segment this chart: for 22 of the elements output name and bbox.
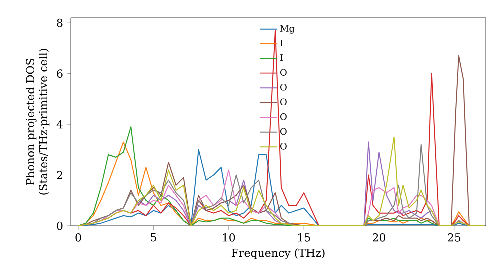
legend-label: O bbox=[280, 69, 287, 76]
x-tick-label: 20 bbox=[373, 234, 386, 242]
x-tick-label: 5 bbox=[151, 234, 156, 242]
legend-label: Mg bbox=[280, 25, 295, 34]
y-tick-label: 4 bbox=[56, 120, 63, 129]
y-tick-label: 2 bbox=[57, 171, 62, 180]
y-tick-label: 6 bbox=[57, 70, 63, 78]
y-tick-label: 8 bbox=[57, 18, 63, 28]
legend-label: I bbox=[280, 40, 284, 47]
y-axis-title: Phonon projected DOS (States/THz·primitive cell) bbox=[26, 49, 50, 195]
legend-label: O bbox=[280, 128, 287, 136]
legend-label: O bbox=[280, 84, 287, 91]
x-tick-label: 10 bbox=[223, 234, 236, 242]
y-tick-label: 0 bbox=[57, 222, 63, 230]
x-axis-title: Frequency (THz) bbox=[232, 248, 325, 260]
x-tick-label: 25 bbox=[448, 234, 461, 242]
legend-label: I bbox=[280, 54, 284, 62]
legend-label: O bbox=[280, 143, 287, 150]
x-tick-label: 0 bbox=[76, 234, 82, 242]
legend-label: O bbox=[280, 98, 287, 106]
x-tick-label: 15 bbox=[298, 234, 310, 242]
legend-label: O bbox=[280, 113, 287, 120]
